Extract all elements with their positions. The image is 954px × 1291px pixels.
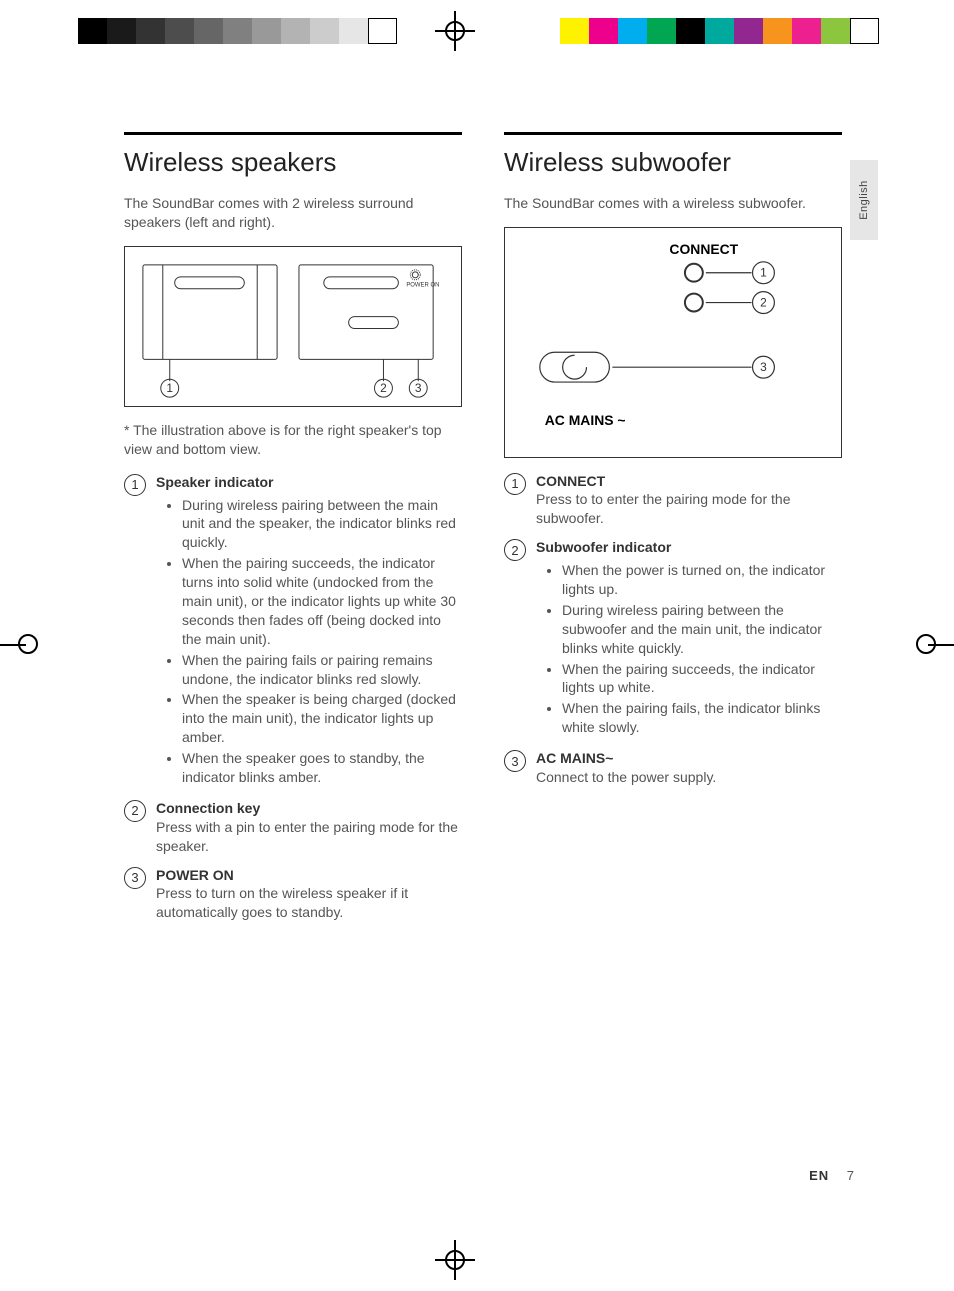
- intro-wireless-speakers: The SoundBar comes with 2 wireless surro…: [124, 194, 462, 232]
- svg-text:3: 3: [415, 381, 422, 395]
- definition-title: POWER ON: [156, 866, 462, 885]
- definition-bullet: When the speaker goes to standby, the in…: [182, 749, 462, 787]
- swatch: [705, 18, 734, 44]
- footer-page-number: 7: [847, 1168, 854, 1183]
- figure-subwoofer: CONNECT AC MAINS ~ 1 2: [504, 227, 842, 458]
- definition-bullet: When the power is turned on, the indicat…: [562, 561, 842, 599]
- callout-number: 1: [124, 474, 146, 496]
- definition-title: Subwoofer indicator: [536, 538, 842, 557]
- definition-bullet: When the pairing fails or pairing remain…: [182, 651, 462, 689]
- definition-bullet: When the pairing succeeds, the indicator…: [182, 554, 462, 648]
- definition-item: 3 POWER ONPress to turn on the wireless s…: [124, 866, 462, 923]
- svg-text:AC MAINS ~: AC MAINS ~: [545, 412, 626, 428]
- definition-desc: Press with a pin to enter the pairing mo…: [156, 819, 458, 854]
- definition-item: 3 AC MAINS~Connect to the power supply.: [504, 749, 842, 787]
- svg-text:CONNECT: CONNECT: [669, 241, 738, 257]
- column-wireless-speakers: Wireless speakers The SoundBar comes wit…: [124, 132, 462, 932]
- svg-text:2: 2: [760, 295, 767, 309]
- figure-speakers: POWER ON 1 2 3: [124, 246, 462, 407]
- svg-text:1: 1: [760, 266, 767, 280]
- swatch: [850, 18, 879, 44]
- definition-body: Connection keyPress with a pin to enter …: [156, 799, 462, 856]
- definition-title: CONNECT: [536, 472, 842, 491]
- swatch: [223, 18, 252, 44]
- definition-body: AC MAINS~Connect to the power supply.: [536, 749, 842, 787]
- callout-number: 1: [504, 473, 526, 495]
- definition-bullet: When the speaker is being charged (docke…: [182, 690, 462, 747]
- definition-bullet: During wireless pairing between the subw…: [562, 601, 842, 658]
- swatch: [107, 18, 136, 44]
- crosshair-bottom: [435, 1240, 475, 1280]
- callout-number: 3: [504, 750, 526, 772]
- swatch: [821, 18, 850, 44]
- definition-item: 1 Speaker indicator During wireless pairin…: [124, 473, 462, 789]
- swatch: [560, 18, 589, 44]
- swatch: [647, 18, 676, 44]
- page-footer: EN 7: [809, 1168, 854, 1183]
- definition-title: AC MAINS~: [536, 749, 842, 768]
- definition-title: Connection key: [156, 799, 462, 818]
- definition-body: Speaker indicator During wireless pairing…: [156, 473, 462, 789]
- footer-lang: EN: [809, 1168, 829, 1183]
- swatch: [618, 18, 647, 44]
- heading-wireless-speakers: Wireless speakers: [124, 132, 462, 178]
- swatch: [763, 18, 792, 44]
- print-registration-marks: [0, 18, 954, 58]
- crosshair-top: [435, 11, 475, 51]
- intro-wireless-subwoofer: The SoundBar comes with a wireless subwo…: [504, 194, 842, 213]
- swatch: [165, 18, 194, 44]
- definition-bullets: During wireless pairing between the main…: [156, 496, 462, 787]
- swatch: [368, 18, 397, 44]
- definition-bullet: During wireless pairing between the main…: [182, 496, 462, 553]
- definition-title: Speaker indicator: [156, 473, 462, 492]
- swatch: [78, 18, 107, 44]
- footnote-speakers: * The illustration above is for the righ…: [124, 421, 462, 459]
- swatch: [310, 18, 339, 44]
- swatch: [281, 18, 310, 44]
- definition-body: CONNECTPress to to enter the pairing mod…: [536, 472, 842, 529]
- swatch: [676, 18, 705, 44]
- svg-text:3: 3: [760, 360, 767, 374]
- definition-item: 2 Connection keyPress with a pin to enter…: [124, 799, 462, 856]
- definition-desc: Press to turn on the wireless speaker if…: [156, 885, 408, 920]
- callout-number: 2: [124, 800, 146, 822]
- language-tab-label: English: [858, 180, 870, 220]
- swatch: [734, 18, 763, 44]
- svg-text:2: 2: [380, 381, 387, 395]
- definition-item: 1 CONNECTPress to to enter the pairing mo…: [504, 472, 842, 529]
- language-tab: English: [850, 160, 878, 240]
- definition-body: POWER ONPress to turn on the wireless sp…: [156, 866, 462, 923]
- callout-number: 2: [504, 539, 526, 561]
- swatch: [339, 18, 368, 44]
- swatch: [792, 18, 821, 44]
- definition-bullets: When the power is turned on, the indicat…: [536, 561, 842, 737]
- figure-power-on-label: POWER ON: [406, 283, 439, 289]
- callout-number: 3: [124, 867, 146, 889]
- column-wireless-subwoofer: Wireless subwoofer The SoundBar comes wi…: [504, 132, 842, 932]
- definition-desc: Press to to enter the pairing mode for t…: [536, 491, 790, 526]
- page-content: Wireless speakers The SoundBar comes wit…: [124, 132, 844, 932]
- heading-wireless-subwoofer: Wireless subwoofer: [504, 132, 842, 178]
- definition-bullet: When the pairing succeeds, the indicator…: [562, 660, 842, 698]
- swatch: [252, 18, 281, 44]
- definition-item: 2 Subwoofer indicator When the power is tu…: [504, 538, 842, 739]
- definition-desc: Connect to the power supply.: [536, 769, 716, 785]
- swatch: [136, 18, 165, 44]
- swatch: [589, 18, 618, 44]
- swatch: [194, 18, 223, 44]
- svg-text:1: 1: [166, 381, 173, 395]
- definition-body: Subwoofer indicator When the power is tur…: [536, 538, 842, 739]
- definition-bullet: When the pairing fails, the indicator bl…: [562, 699, 842, 737]
